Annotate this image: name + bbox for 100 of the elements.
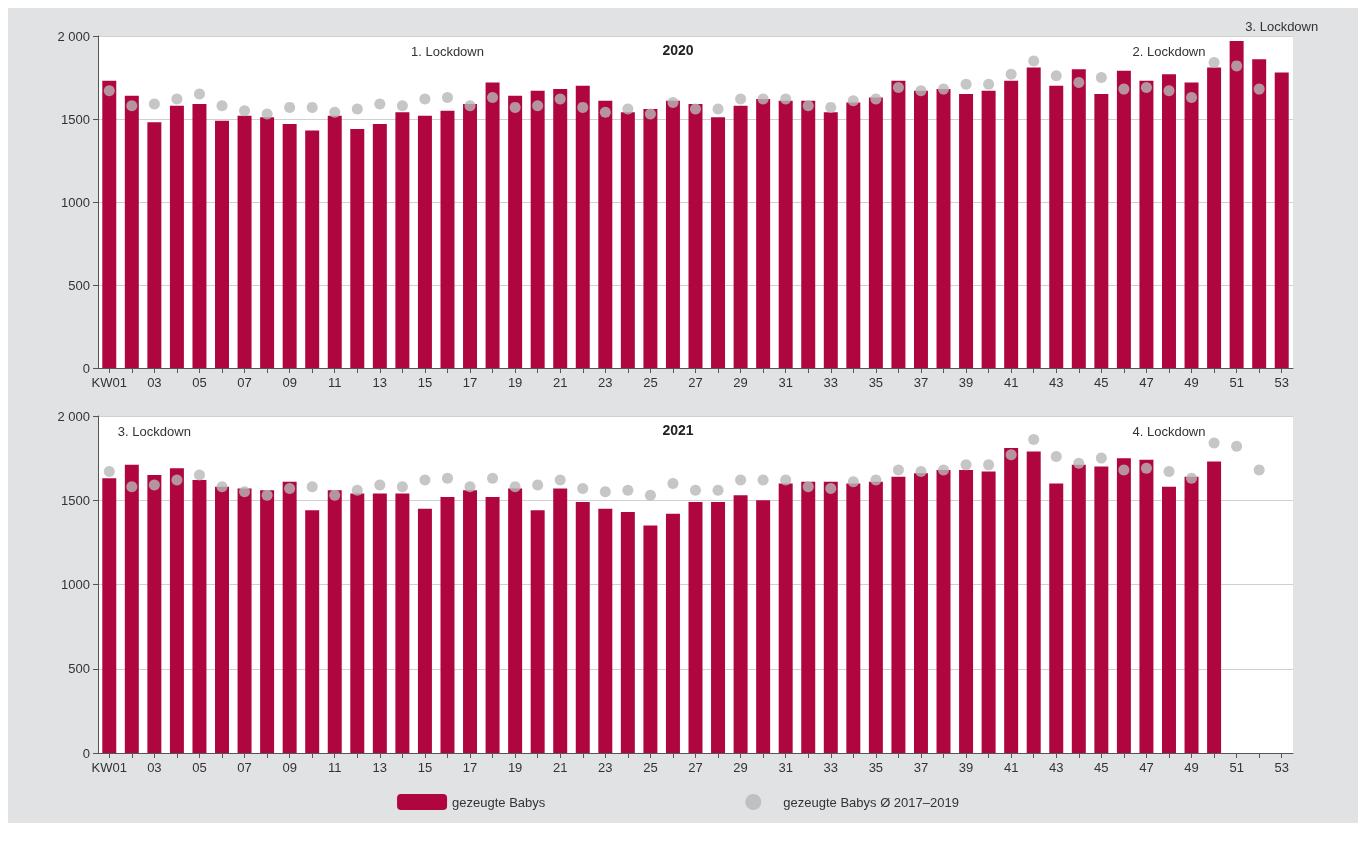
bar	[620, 512, 635, 753]
point	[261, 108, 273, 120]
x-tick-label: 03	[147, 760, 162, 775]
bar	[553, 488, 568, 753]
bar	[688, 501, 703, 753]
bar	[169, 468, 184, 753]
point	[464, 481, 476, 493]
bar	[846, 483, 861, 753]
x-tick-label: 47	[1139, 760, 1154, 775]
point	[870, 474, 882, 486]
x-tick-label: 27	[688, 760, 703, 775]
bar	[1207, 461, 1222, 753]
x-tick-label: 43	[1049, 760, 1064, 775]
bar	[1049, 85, 1064, 368]
y-tick-label: 500	[68, 661, 90, 677]
point	[1253, 464, 1265, 476]
bar	[959, 469, 974, 753]
point	[464, 100, 476, 112]
x-tick-label: 13	[372, 375, 388, 390]
point	[509, 101, 521, 113]
bar	[1207, 67, 1222, 368]
point	[487, 472, 499, 484]
point	[148, 98, 160, 110]
point	[825, 482, 837, 494]
bar	[463, 104, 478, 368]
point	[622, 103, 634, 115]
annotation: 4. Lockdown	[1132, 423, 1206, 439]
point	[1186, 91, 1198, 103]
bar	[1162, 486, 1176, 753]
bar	[1004, 448, 1019, 753]
point	[284, 482, 296, 494]
point	[216, 481, 228, 493]
point	[667, 96, 679, 108]
bar	[327, 115, 342, 368]
point	[1005, 449, 1017, 461]
point	[892, 81, 904, 93]
bar	[102, 478, 117, 753]
point	[938, 464, 950, 476]
x-tick-label: 27	[688, 375, 703, 390]
bar	[215, 120, 229, 368]
x-tick-label: 47	[1139, 375, 1154, 390]
text: 3. Lockdown	[1245, 18, 1319, 34]
bar	[1184, 82, 1199, 368]
bar	[1162, 74, 1176, 368]
point	[1208, 437, 1220, 449]
x-tick-label: 53	[1274, 375, 1289, 390]
point	[103, 466, 115, 478]
point	[284, 101, 296, 113]
bar	[733, 105, 748, 368]
annotation: 1. Lockdown	[410, 43, 484, 59]
point	[780, 474, 792, 486]
bar	[598, 100, 613, 368]
point	[780, 93, 792, 105]
point	[1208, 57, 1220, 69]
point	[735, 93, 747, 105]
chart-title: 2020	[662, 42, 694, 58]
point	[329, 489, 341, 501]
point	[1028, 55, 1040, 67]
bar	[575, 85, 590, 368]
point	[892, 464, 904, 476]
bar	[711, 117, 726, 368]
x-tick-label: 53	[1274, 760, 1289, 775]
bar	[823, 112, 838, 368]
bar	[959, 94, 974, 368]
x-tick-label: 39	[958, 760, 974, 775]
point	[960, 459, 972, 471]
point	[1140, 462, 1152, 474]
bar	[665, 100, 680, 368]
x-tick-label: 45	[1094, 760, 1109, 775]
bar	[124, 95, 139, 368]
point	[847, 476, 859, 488]
bar	[215, 486, 229, 753]
point	[847, 95, 859, 107]
x-tick-label: 43	[1049, 375, 1064, 390]
bar	[1049, 483, 1064, 753]
point	[554, 474, 566, 486]
bar	[1094, 94, 1109, 368]
bar	[936, 89, 951, 368]
x-tick-label: 05	[192, 375, 207, 390]
point	[960, 78, 972, 90]
x-tick-label: 11	[328, 760, 342, 775]
point	[126, 481, 138, 493]
point	[1253, 83, 1265, 95]
point	[193, 469, 205, 481]
point	[396, 481, 408, 493]
bar	[868, 481, 883, 753]
x-tick-label: 23	[598, 760, 613, 775]
bar	[1071, 464, 1086, 753]
point	[1005, 68, 1017, 80]
x-tick-label: 09	[282, 760, 297, 775]
annotation: 2. Lockdown	[1132, 43, 1206, 59]
x-tick-label: 19	[507, 375, 523, 390]
bar	[553, 89, 568, 368]
bar	[169, 105, 184, 368]
point	[1163, 466, 1175, 478]
x-tick-label: 25	[643, 760, 658, 775]
bar	[711, 501, 726, 753]
bar	[665, 513, 680, 753]
bar	[305, 130, 320, 368]
bar	[913, 90, 928, 368]
